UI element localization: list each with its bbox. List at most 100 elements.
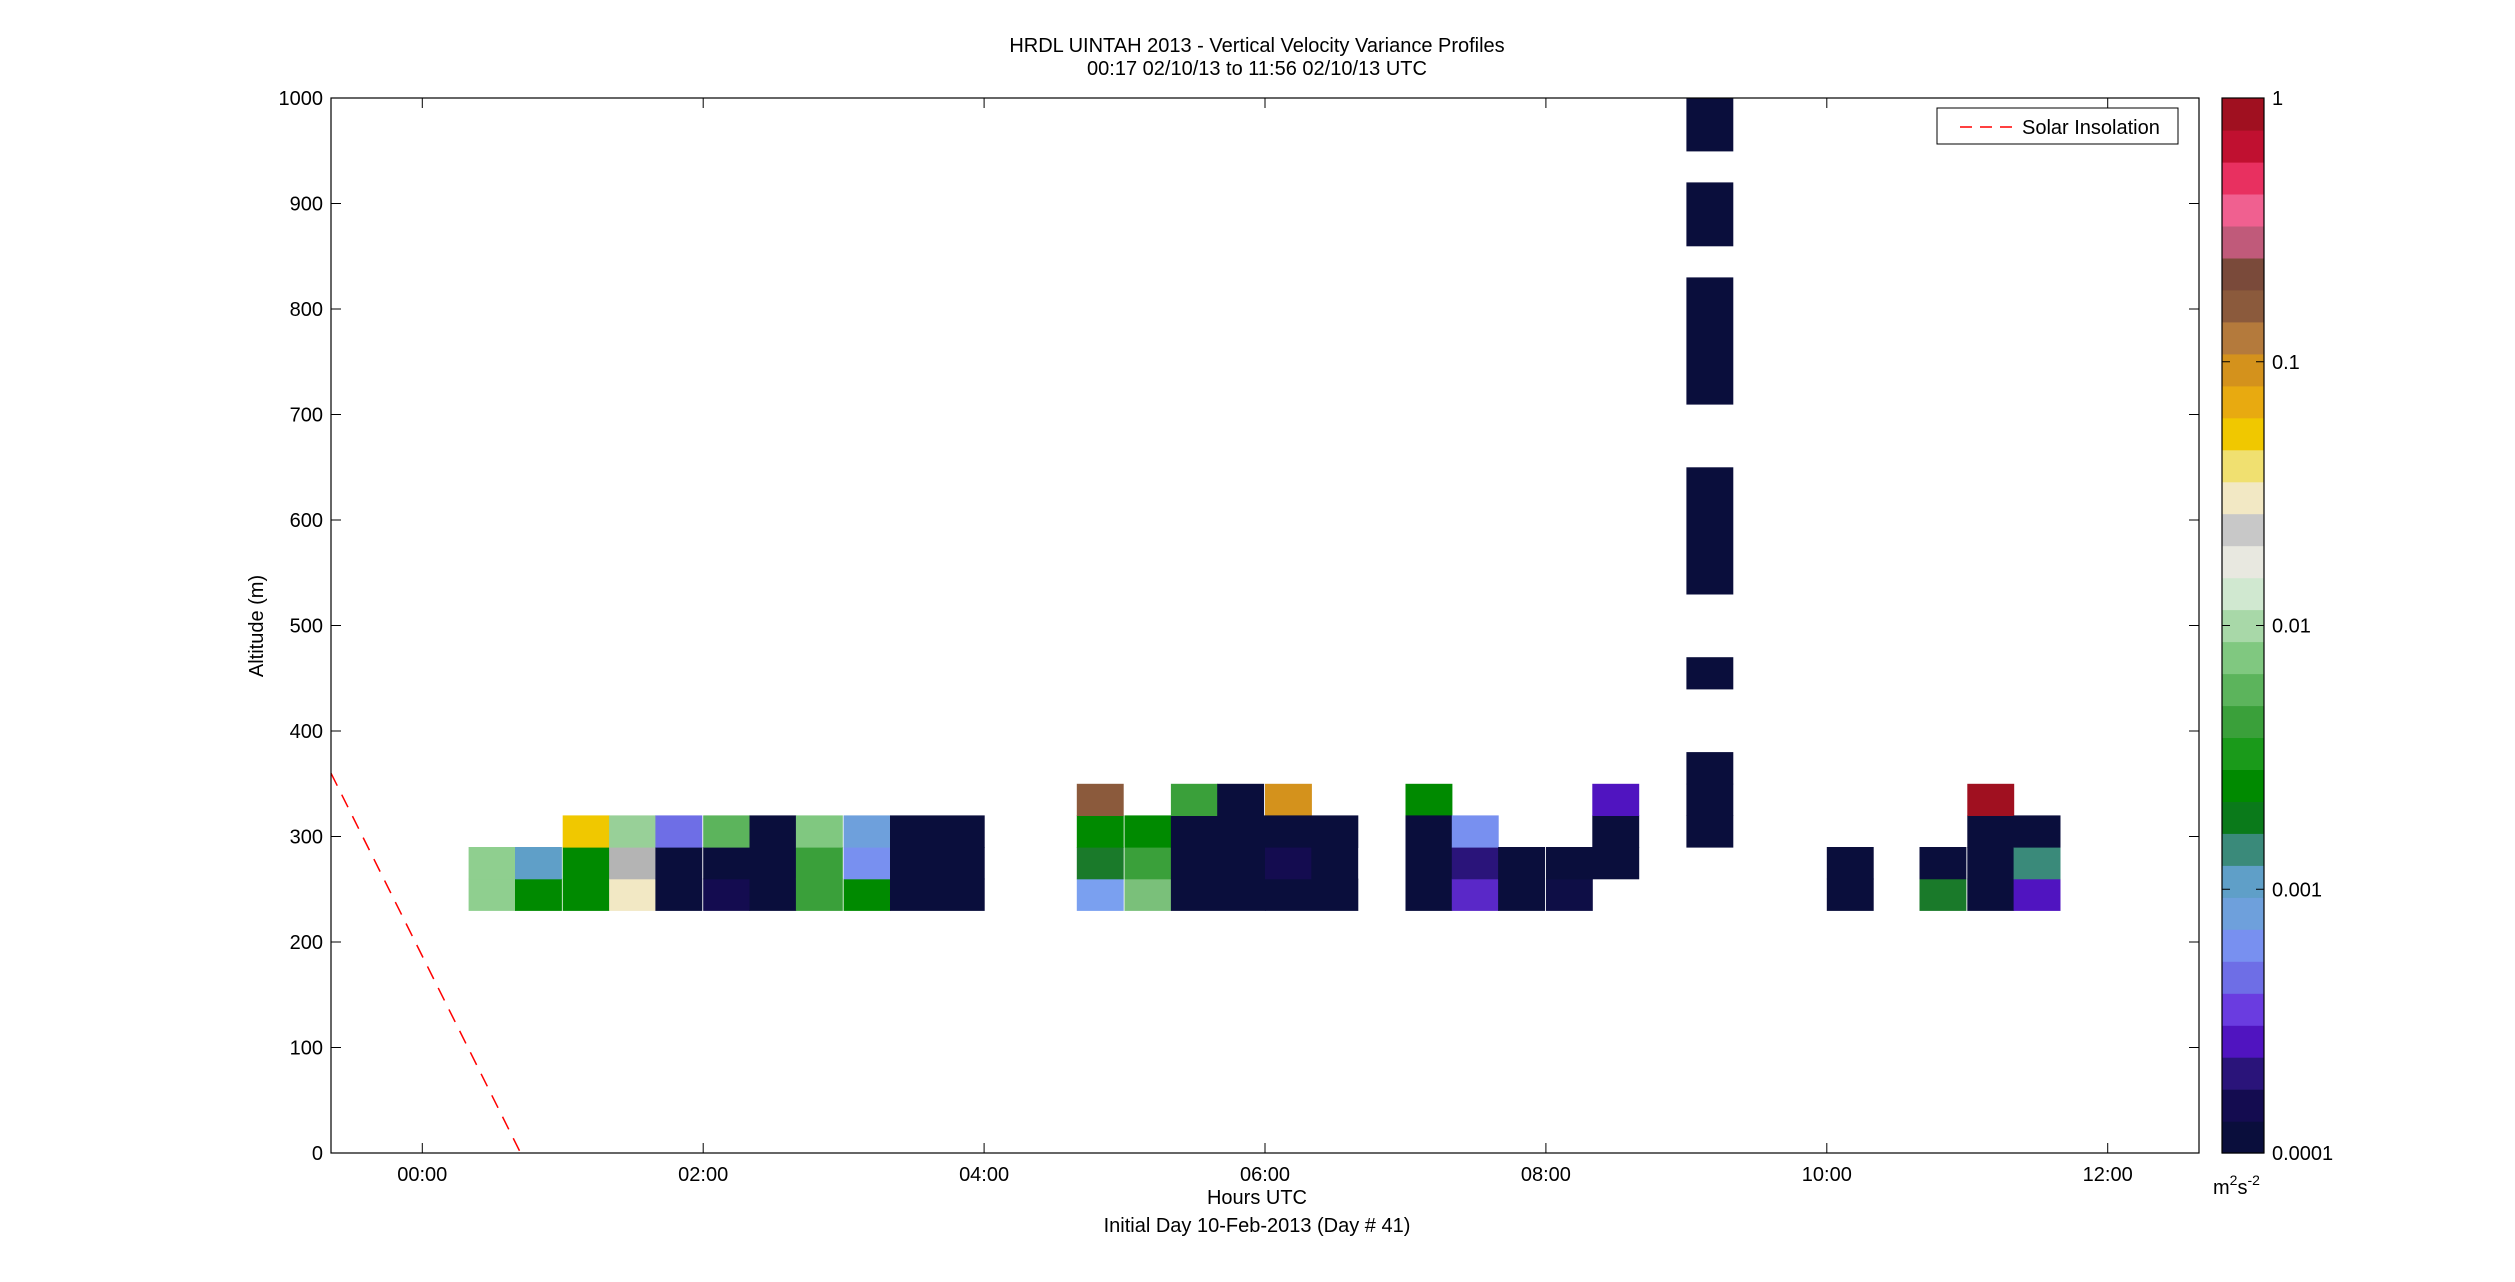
legend-box (1936, 107, 2179, 145)
heatmap-cell-63 (1686, 467, 1734, 595)
colorbar-stop-28 (2222, 225, 2264, 259)
heatmap-cell-14 (703, 847, 751, 880)
heatmap-cell-57 (1592, 815, 1640, 848)
heatmap-cell-6 (562, 815, 610, 848)
heatmap-cell-23 (843, 847, 891, 880)
heatmap-cell-30 (1076, 815, 1124, 848)
heatmap-cell-55 (1545, 847, 1593, 880)
y-axis: 0 100 200 300 400 500 600 700 800 900 1000 (279, 88, 2199, 1165)
colorbar-stop-22 (2222, 417, 2264, 451)
y-tick-label-4: 400 (290, 721, 323, 743)
heatmap-cell-46 (1405, 878, 1453, 911)
legend: Solar Insolation (1936, 107, 2179, 145)
heatmap-cell-11 (655, 847, 703, 880)
heatmap-cell-1 (468, 847, 516, 880)
heatmap-cell-4 (562, 878, 610, 911)
heatmap-cell-12 (655, 815, 703, 848)
y-tick-label-2: 200 (290, 932, 323, 954)
colorbar-stop-31 (2222, 130, 2264, 163)
heatmap-cell-77 (2013, 815, 2061, 848)
heatmap-cell-8 (609, 847, 656, 880)
heatmap-cell-76 (2013, 847, 2061, 880)
x-tick-label-6: 12:00 (2083, 1164, 2133, 1186)
x-tick-label-1: 02:00 (678, 1164, 728, 1186)
heatmap-cell-28 (1076, 878, 1124, 911)
colorbar-stop-20 (2222, 481, 2264, 515)
heatmap-cell-26 (890, 847, 985, 880)
heatmap-cell-27 (890, 815, 985, 848)
colorbar-stop-21 (2222, 449, 2264, 483)
colorbar-stop-27 (2222, 257, 2264, 291)
colorbar-stop-9 (2222, 833, 2264, 866)
heatmap-cell-37 (1170, 815, 1266, 848)
y-tick-label-0: 0 (312, 1143, 323, 1165)
x-tick-label-0: 00:00 (397, 1164, 447, 1186)
heatmap-cell-47 (1405, 847, 1453, 880)
heatmap-cell-13 (703, 878, 751, 911)
heatmap-cell-64 (1686, 277, 1734, 405)
x-axis-label: Hours UTC (1207, 1187, 1307, 1209)
heatmap-cell-67 (1826, 878, 1874, 911)
heatmap-cell-2 (515, 878, 562, 911)
y-tick-label-5: 500 (290, 616, 323, 638)
heatmap-cell-65 (1686, 182, 1734, 247)
colorbar-stop-30 (2222, 161, 2264, 195)
heatmap-cell-36 (1170, 847, 1266, 880)
heatmap-cell-51 (1451, 815, 1499, 848)
heatmap-cell-68 (1826, 847, 1874, 880)
heatmap-cell-73 (1967, 815, 2015, 848)
heatmap-cell-72 (1967, 847, 2015, 880)
x-axis-label-day: Initial Day 10-Feb-2013 (Day # 41) (1104, 1215, 1411, 1237)
heatmap-cell-70 (1919, 847, 1967, 880)
colorbar-tick-label-2: 0.01 (2272, 616, 2311, 638)
colorbar-stop-15 (2222, 641, 2264, 675)
colorbar-units: m2s-2 (2213, 1172, 2260, 1199)
heatmap-cell-58 (1592, 783, 1640, 816)
colorbar-stop-2 (2222, 1057, 2264, 1090)
colorbar-gradient (2222, 98, 2264, 1154)
heatmap-cell-10 (655, 878, 703, 911)
heatmap-cell-49 (1451, 878, 1499, 911)
heatmap-cell-34 (1124, 815, 1172, 848)
heatmap-cell-29 (1076, 847, 1124, 880)
heatmap-cell-16 (749, 878, 797, 911)
heatmap-cell-24 (843, 815, 891, 848)
heatmap-cell-69 (1919, 878, 1967, 911)
colorbar-tick-label-0: 0.0001 (2272, 1143, 2333, 1165)
y-tick-label-10: 1000 (279, 88, 324, 110)
heatmap-cell-75 (2013, 878, 2061, 911)
heatmap-cell-66 (1686, 98, 1734, 152)
y-axis-label: Altitude (m) (246, 575, 268, 677)
colorbar-stop-6 (2222, 929, 2264, 962)
heatmap-cell-50 (1451, 847, 1499, 880)
x-tick-label-3: 06:00 (1240, 1164, 1290, 1186)
heatmap-cell-59 (1686, 815, 1734, 848)
y-tick-label-8: 800 (290, 299, 323, 321)
heatmap-cell-18 (749, 815, 797, 848)
colorbar-stop-29 (2222, 193, 2264, 227)
heatmap-cell-56 (1592, 847, 1640, 880)
plot-frame (331, 98, 2199, 1153)
colorbar-stop-11 (2222, 769, 2264, 802)
colorbar-stop-1 (2222, 1089, 2264, 1122)
heatmap-cell-71 (1967, 878, 2015, 911)
plot-area: 00:00 02:00 04:00 06:00 08:00 10:00 12:00 0 100… (279, 88, 2200, 1186)
heatmap-cell-45 (1405, 783, 1453, 816)
x-tick-label-5: 10:00 (1802, 1164, 1852, 1186)
heatmap-cell-9 (609, 815, 656, 848)
colorbar-stop-32 (2222, 98, 2264, 131)
colorbar-tick-label-4: 1 (2272, 88, 2283, 110)
colorbar-stop-19 (2222, 513, 2264, 547)
heatmap-cell-42 (1265, 847, 1312, 880)
colorbar-stop-0 (2222, 1121, 2264, 1154)
colorbar-stop-12 (2222, 737, 2264, 770)
heatmap-cell-21 (795, 815, 843, 848)
heatmap-cell-35 (1170, 878, 1266, 911)
colorbar-stop-23 (2222, 385, 2264, 419)
colorbar-stop-13 (2222, 705, 2264, 738)
heatmap-cell-52 (1498, 878, 1545, 911)
heatmap-cell-61 (1686, 752, 1734, 785)
heatmap-cell-41 (1265, 878, 1359, 911)
y-tick-label-6: 600 (290, 510, 323, 532)
x-axis: 00:00 02:00 04:00 06:00 08:00 10:00 12:00 (397, 98, 2133, 1186)
